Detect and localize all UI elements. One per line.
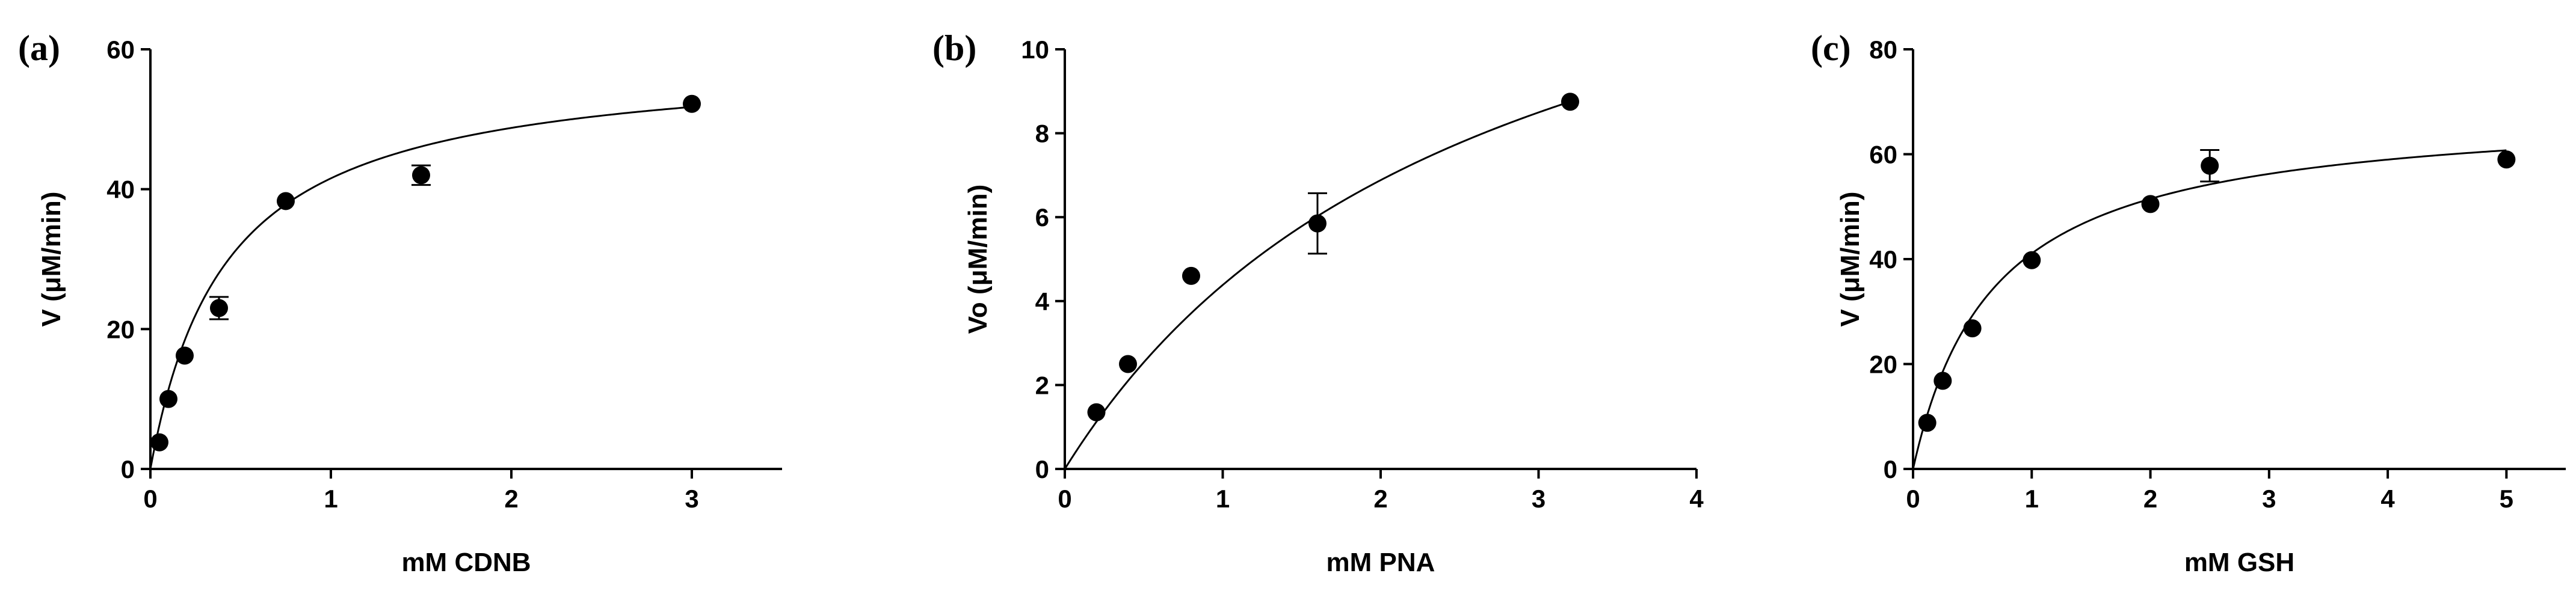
chart-2-y-tick-label: 0 xyxy=(1884,455,1897,483)
chart-0-data-point xyxy=(150,433,168,452)
chart-2-x-tick-label: 0 xyxy=(1906,485,1920,513)
chart-2-x-tick-label: 4 xyxy=(2380,485,2395,513)
chart-2-y-axis-title: V (μM/min) xyxy=(1835,192,1865,327)
chart-2-data-point xyxy=(1963,319,1982,338)
chart-2-data-point xyxy=(1934,372,1952,390)
chart-0-data-point xyxy=(412,166,430,185)
chart-2-x-tick-label: 1 xyxy=(2025,485,2039,513)
chart-1-y-tick-label: 6 xyxy=(1035,203,1049,231)
panel-a: (a) 0 20 40 60 0 1 2 3 mM CDNB V (μM/min) xyxy=(18,28,782,577)
chart-0-x-tick-label: 1 xyxy=(324,485,337,513)
chart-2-x-tick-label: 2 xyxy=(2143,485,2157,513)
chart-1-data-point xyxy=(1308,214,1327,233)
chart-2-data-point xyxy=(2023,251,2041,269)
chart-0-x-tick-label: 0 xyxy=(143,485,157,513)
panel-c: (c) 0 20 40 60 80 0 1 2 3 4 5 mM GSH V (μM/min) xyxy=(1811,28,2566,577)
chart-1-x-tick-label: 2 xyxy=(1373,485,1387,513)
chart-0-x-tick-label: 2 xyxy=(504,485,518,513)
chart-0-data-point xyxy=(277,192,295,210)
chart-0-data-point xyxy=(210,299,228,317)
chart-2-data-point xyxy=(2497,150,2516,169)
chart-1-fit-curve xyxy=(1064,100,1571,470)
chart-1-y-axis-title: Vo (μM/min) xyxy=(963,185,993,334)
chart-1-x-tick-label: 3 xyxy=(1532,485,1545,513)
chart-0-y-tick-label: 20 xyxy=(106,315,135,343)
chart-1-y-tick-label: 0 xyxy=(1035,455,1049,483)
chart-1-x-tick-label: 0 xyxy=(1058,485,1071,513)
chart-2-y-tick-label: 40 xyxy=(1869,245,1897,274)
chart-1-y-tick-label: 8 xyxy=(1035,120,1049,148)
chart-0-data-point xyxy=(683,94,701,113)
chart-2-y-tick-label: 80 xyxy=(1869,35,1897,64)
chart-2-x-tick-label: 3 xyxy=(2262,485,2276,513)
chart-2-data-point xyxy=(1918,414,1937,432)
chart-1-y-tick-label: 10 xyxy=(1021,35,1049,64)
chart-1-x-axis-title: mM PNA xyxy=(1327,548,1435,577)
chart-1-data-point xyxy=(1119,355,1137,373)
chart-1-x-tick-label: 4 xyxy=(1689,485,1704,513)
chart-2-y-tick-label: 20 xyxy=(1869,351,1897,379)
chart-0-y-tick-label: 40 xyxy=(106,176,135,204)
chart-0-x-axis-title: mM CDNB xyxy=(401,548,531,577)
chart-2-y-tick-label: 60 xyxy=(1869,141,1897,169)
chart-2-x-tick-label: 5 xyxy=(2500,485,2513,513)
panel-b: (b) 0 2 4 6 8 10 0 1 2 3 4 mM PNA Vo (μM/min) xyxy=(932,28,1704,577)
chart-2-data-point xyxy=(2141,195,2160,213)
chart-0-data-point xyxy=(176,346,194,365)
chart-1-y-tick-label: 2 xyxy=(1035,371,1049,399)
chart-2-fit-curve xyxy=(1912,149,2507,470)
chart-1-data-point xyxy=(1087,403,1106,421)
chart-1-data-point xyxy=(1182,266,1200,285)
chart-1-x-tick-label: 1 xyxy=(1216,485,1230,513)
chart-1-y-tick-label: 4 xyxy=(1035,287,1050,316)
chart-1-data-point xyxy=(1561,93,1579,111)
chart-0-y-tick-label: 0 xyxy=(121,455,135,483)
chart-2-data-point xyxy=(2201,156,2219,175)
chart-0-y-axis-title: V (μM/min) xyxy=(37,192,66,327)
chart-2-x-axis-title: mM GSH xyxy=(2184,548,2294,577)
chart-0-data-point xyxy=(159,390,177,408)
chart-0-y-tick-label: 60 xyxy=(106,35,135,64)
chart-0-fit-curve xyxy=(149,106,692,470)
chart-0-panel-label: (a) xyxy=(18,28,60,68)
chart-0-x-tick-label: 3 xyxy=(685,485,698,513)
chart-2-panel-label: (c) xyxy=(1811,28,1851,68)
chart-1-panel-label: (b) xyxy=(932,28,976,68)
